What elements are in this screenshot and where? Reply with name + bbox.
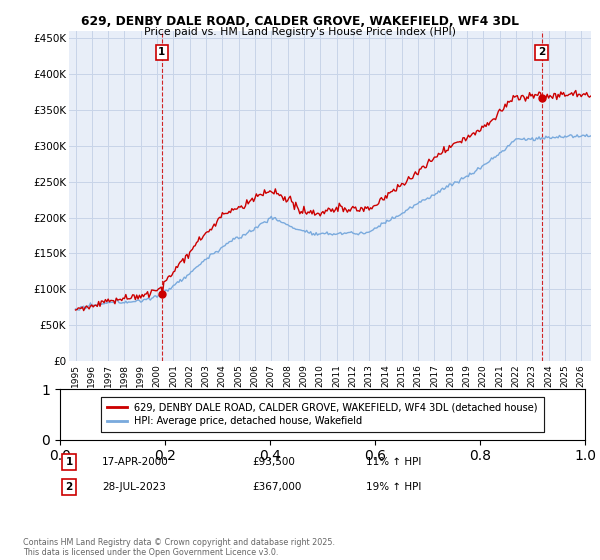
- Text: £367,000: £367,000: [252, 482, 301, 492]
- Text: 1: 1: [65, 457, 73, 467]
- Text: Price paid vs. HM Land Registry's House Price Index (HPI): Price paid vs. HM Land Registry's House …: [144, 27, 456, 37]
- Text: 2: 2: [538, 48, 545, 57]
- Text: 28-JUL-2023: 28-JUL-2023: [102, 482, 166, 492]
- Text: 1: 1: [158, 48, 166, 57]
- Text: 629, DENBY DALE ROAD, CALDER GROVE, WAKEFIELD, WF4 3DL: 629, DENBY DALE ROAD, CALDER GROVE, WAKE…: [81, 15, 519, 27]
- Text: 11% ↑ HPI: 11% ↑ HPI: [366, 457, 421, 467]
- Text: £93,500: £93,500: [252, 457, 295, 467]
- Text: Contains HM Land Registry data © Crown copyright and database right 2025.
This d: Contains HM Land Registry data © Crown c…: [23, 538, 335, 557]
- Text: 2: 2: [65, 482, 73, 492]
- Text: 17-APR-2000: 17-APR-2000: [102, 457, 169, 467]
- Text: 19% ↑ HPI: 19% ↑ HPI: [366, 482, 421, 492]
- Legend: 629, DENBY DALE ROAD, CALDER GROVE, WAKEFIELD, WF4 3DL (detached house), HPI: Av: 629, DENBY DALE ROAD, CALDER GROVE, WAKE…: [101, 396, 544, 432]
